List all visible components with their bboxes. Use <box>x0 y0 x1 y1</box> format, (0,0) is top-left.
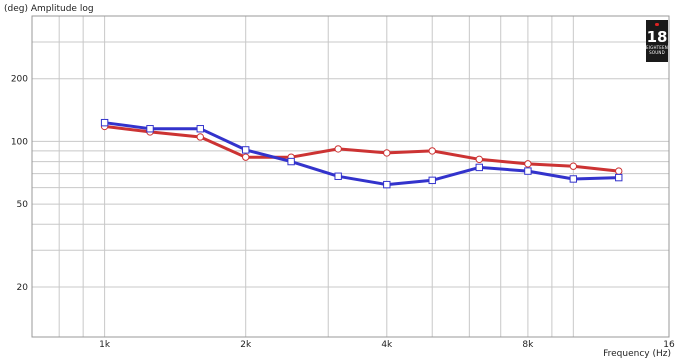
series-2-point <box>569 175 578 183</box>
logo-line2: SOUND <box>649 50 665 55</box>
series-1-point <box>383 149 391 157</box>
series-line-1 <box>104 124 619 173</box>
grid <box>32 16 669 337</box>
series-2-point <box>334 172 342 180</box>
y-tick-label: 100 <box>11 137 28 147</box>
series-2-point <box>242 146 250 154</box>
series-1-point <box>334 145 342 153</box>
series-1-point <box>428 147 436 155</box>
series-2-point <box>287 157 295 166</box>
logo-number: 18 <box>646 28 668 46</box>
series-2-point <box>475 163 483 172</box>
series-2-point <box>615 173 623 182</box>
series-1-point <box>569 162 578 170</box>
x-tick-label: 1k <box>99 340 111 350</box>
series-2-point <box>383 180 391 189</box>
series-layer <box>100 118 623 189</box>
series-line-2 <box>104 121 619 187</box>
series-1-point <box>196 133 204 141</box>
series-1-point <box>242 153 250 161</box>
series-1-point <box>524 160 532 168</box>
logo-line1: EIGHTEEN <box>646 45 668 50</box>
series-2-point <box>196 125 204 133</box>
logo-dot-icon <box>655 23 659 26</box>
x-tick-label: 16 <box>663 340 675 350</box>
series-2-point <box>146 125 154 133</box>
series-2-point <box>428 176 436 185</box>
chart-title: (deg) Amplitude log <box>4 4 94 14</box>
series-1-point <box>615 167 623 175</box>
x-tick-labels: 1k 2k 4k 8k 16 <box>99 340 675 350</box>
plot-frame <box>31 15 670 338</box>
y-tick-label: 200 <box>11 75 28 85</box>
x-tick-label: 2k <box>240 340 252 350</box>
y-tick-label: 20 <box>17 283 29 293</box>
series-2-point <box>100 118 109 127</box>
y-tick-label: 50 <box>17 200 29 210</box>
brand-logo: 18 EIGHTEEN SOUND <box>646 20 668 62</box>
series-1-point <box>475 155 483 164</box>
series-2-point <box>524 167 532 175</box>
y-tick-labels: 20 50 100 200 <box>11 75 28 293</box>
x-tick-label: 8k <box>522 340 534 350</box>
x-axis-label: Frequency (Hz) <box>603 349 671 359</box>
x-tick-label: 4k <box>381 340 393 350</box>
